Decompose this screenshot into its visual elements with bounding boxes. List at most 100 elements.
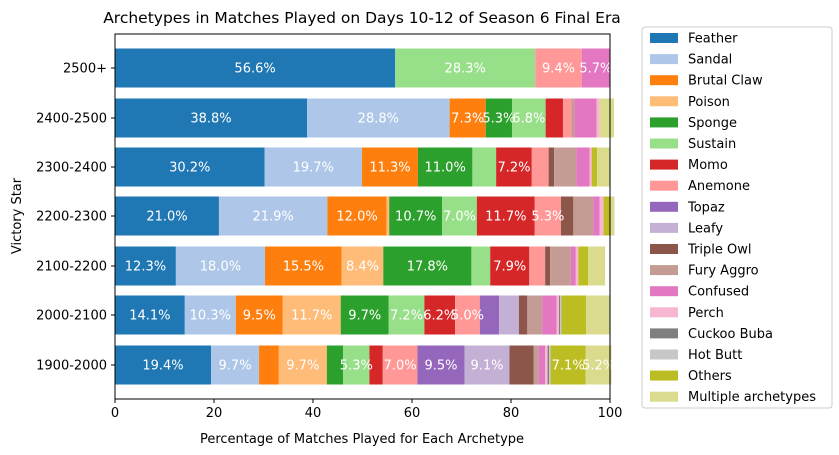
bar-value-label: 56.6% [234,62,275,77]
bar-value-label: 9.4% [542,62,575,77]
bar-value-label: 7.1% [552,359,585,374]
bar-multiple-archetypes-1900-2000 [585,345,612,385]
bar-value-label: 11.3% [369,161,410,176]
bar-sponge-1900-2000 [326,345,344,385]
bar-value-label: 5.3% [531,210,564,225]
legend-swatch-anemone [650,180,678,191]
bar-brutal-claw-2400-2500 [449,98,486,138]
y-tick-label: 2300-2400 [36,161,107,176]
legend-swatch-perch [650,307,678,318]
bar-confused-2000-2100 [542,295,557,335]
legend-swatch-hot-butt [650,349,678,360]
bar-feather-2300-2400 [115,147,265,187]
bar-anemone-2400-2500 [562,98,572,138]
bar-feather-1900-2000 [115,345,212,385]
legend-swatch-multiple-archetypes [650,391,678,402]
bar-perch-2400-2500 [596,98,600,138]
legend-label-others: Others [688,369,732,384]
bar-value-label: 9.5% [243,309,276,324]
bar-value-label: 5.3% [482,112,515,127]
bar-feather-2500 [115,48,396,88]
legend-swatch-feather [650,33,678,43]
bar-value-label: 5.0% [451,309,484,324]
bar-hot-butt-1900-2000 [549,345,551,385]
bar-triple-owl-2000-2100 [518,295,528,335]
bar-sandal-1900-2000 [211,345,260,385]
bar-sandal-2400-2500 [307,98,450,138]
bar-brutal-claw-2300-2400 [362,147,418,187]
bar-poison-2200-2300 [386,196,390,236]
bar-momo-1900-2000 [369,345,383,385]
bar-value-label: 7.0% [384,359,417,374]
legend-swatch-cuckoo-buba [650,328,678,339]
legend-label-confused: Confused [688,285,749,300]
bar-confused-2100-2200 [570,246,576,286]
bar-sponge-2000-2100 [340,295,389,335]
bar-hot-butt-2000-2100 [560,295,562,335]
bar-others-1900-2000 [550,345,586,385]
legend-label-poison: Poison [688,95,730,110]
y-tick-label: 2000-2100 [36,309,107,324]
x-tick-label: 20 [206,406,223,421]
bar-feather-2200-2300 [115,196,219,236]
bar-others-2200-2300 [603,196,610,236]
bar-value-label: 9.1% [470,359,503,374]
legend-label-hot-butt: Hot Butt [688,348,742,363]
y-tick-label: 1900-2000 [36,359,107,374]
bar-poison-2100-2200 [341,246,384,286]
y-tick-label: 2100-2200 [36,260,107,275]
bar-fury-aggro-2200-2300 [573,196,594,236]
y-tick-label: 2400-2500 [36,112,107,127]
bar-perch-2200-2300 [599,196,604,236]
bar-confused-2400-2500 [574,98,597,138]
bar-value-label: 28.8% [358,112,399,127]
bar-value-label: 7.9% [493,260,526,275]
bar-triple-owl-2200-2300 [560,196,574,236]
bar-confused-1900-2000 [538,345,546,385]
bar-value-label: 7.2% [390,309,423,324]
x-tick-label: 80 [503,406,520,421]
y-tick-label: 2200-2300 [36,210,107,225]
x-axis-label: Percentage of Matches Played for Each Ar… [200,432,524,447]
bar-leafy-2000-2100 [499,295,519,335]
y-axis-label: Victory Star [10,177,25,254]
bar-value-label: 38.8% [190,112,231,127]
legend-label-sponge: Sponge [688,116,737,131]
legend-frame [641,26,833,409]
bar-sustain-2400-2500 [511,98,546,138]
bar-fury-aggro-2400-2500 [571,98,575,138]
bar-topaz-2000-2100 [479,295,500,335]
bar-value-label: 30.2% [169,161,210,176]
bar-value-label: 11.7% [291,309,332,324]
bar-value-label: 9.7% [348,309,381,324]
bar-triple-owl-2300-2400 [548,147,555,187]
bar-value-label: 10.3% [190,309,231,324]
bar-sandal-2300-2400 [264,147,363,187]
legend-swatch-sustain [650,138,678,149]
bar-momo-2200-2300 [476,196,535,236]
bar-leafy-1900-2000 [464,345,510,385]
bar-momo-2400-2500 [545,98,563,138]
legend-label-momo: Momo [688,158,728,173]
legend-swatch-poison [650,96,678,107]
bar-value-label: 9.7% [286,359,319,374]
bar-anemone-2100-2200 [529,246,546,286]
legend-swatch-sandal [650,54,678,65]
bar-triple-owl-2100-2200 [545,246,551,286]
bar-cuckoo-buba-2000-2100 [559,295,561,335]
bar-sponge-2300-2400 [417,147,473,187]
bar-momo-2300-2400 [496,147,532,187]
bar-fury-aggro-2100-2200 [550,246,571,286]
legend-label-brutal-claw: Brutal Claw [688,74,763,89]
bar-value-label: 21.9% [252,210,293,225]
bar-value-label: 19.7% [293,161,334,176]
legend-label-feather: Feather [688,32,738,47]
bar-sponge-2100-2200 [383,246,472,286]
legend-label-topaz: Topaz [687,200,725,215]
y-axis: 2500+ 2400-2500 2300-2400 2200-2300 2100-220… [36,62,115,374]
bar-fury-aggro-1900-2000 [533,345,539,385]
bar-value-label: 11.0% [425,161,466,176]
chart-title: Archetypes in Matches Played on Days 10-… [103,9,621,27]
bar-triple-owl-1900-2000 [509,345,534,385]
bar-value-label: 5.2% [582,359,615,374]
